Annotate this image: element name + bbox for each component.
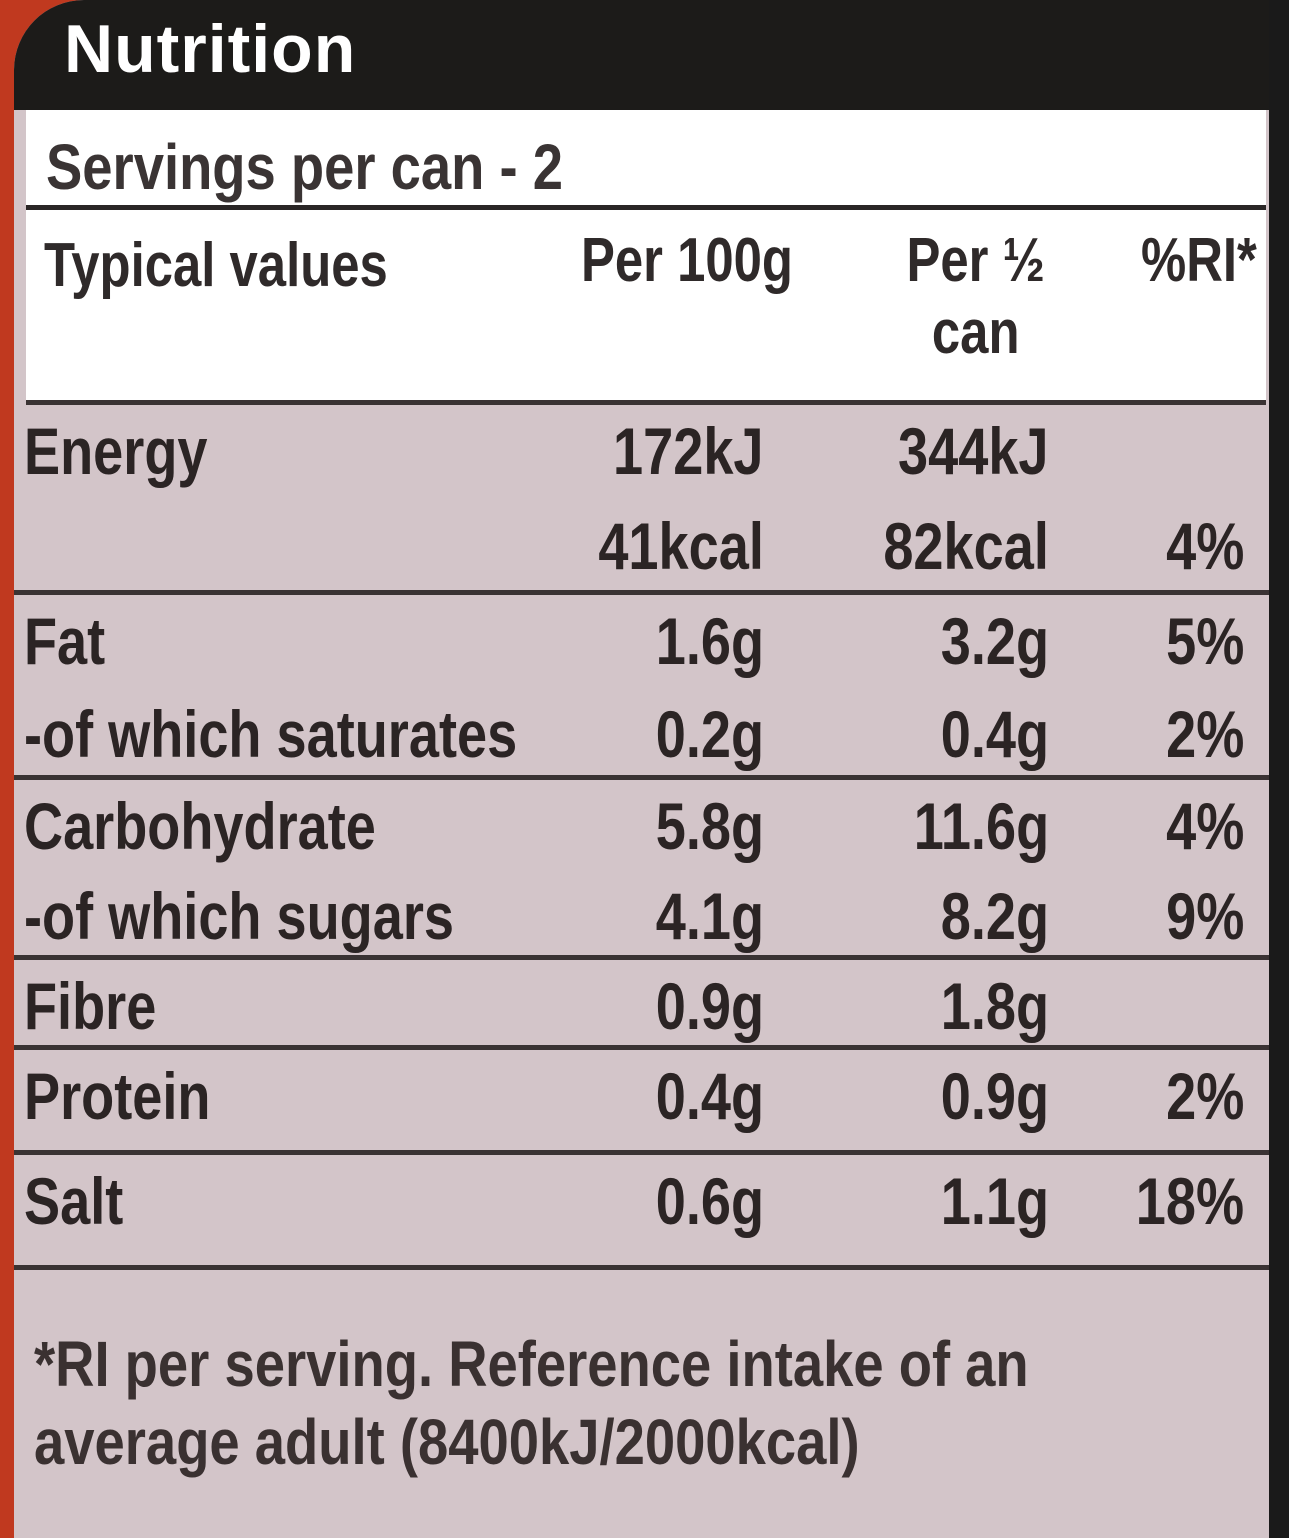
nutrient-rows: Energy 172kJ 344kJ 41kcal 82kcal 4% Fat 1.6g 3.2…: [14, 405, 1274, 1270]
value-per-half-can: 3.2g: [940, 604, 1049, 678]
nutrient-line: Fibre 0.9g 1.8g: [14, 960, 1274, 1050]
value-ri: 9%: [1165, 879, 1244, 953]
col-per-half-line2: can: [931, 298, 1020, 367]
value-per-half-can: 1.8g: [940, 969, 1049, 1043]
col-per-100g: Per 100g: [581, 226, 793, 295]
nutrition-label: Nutrition Servings per can - 2 Typical v…: [14, 0, 1289, 1538]
value-per-half-can: 0.4g: [940, 696, 1049, 771]
value-per-100g: 0.9g: [655, 969, 764, 1043]
value-per-half-can: 11.6g: [913, 789, 1049, 863]
footnote: *RI per serving. Reference intake of an …: [34, 1325, 1054, 1481]
nutrient-line: Protein 0.4g 0.9g 2%: [14, 1050, 1274, 1155]
nutrient-name: Protein: [24, 1059, 211, 1133]
nutrient-line: -of which sugars 4.1g 8.2g 9%: [14, 870, 1274, 960]
nutrient-name: Salt: [24, 1164, 124, 1238]
label-title: Nutrition: [64, 11, 357, 87]
footnote-line2: average adult (8400kJ/2000kcal): [34, 1406, 860, 1478]
footnote-line1: *RI per serving. Reference intake of an: [34, 1328, 1029, 1400]
col-ri: %RI*: [1141, 226, 1257, 295]
nutrient-name: Fat: [24, 604, 106, 678]
servings-row: Servings per can - 2: [26, 110, 1266, 210]
nutrient-name: -of which saturates: [24, 696, 518, 771]
value-per-half-can: 344kJ: [898, 414, 1049, 488]
nutrient-name: -of which sugars: [24, 879, 455, 953]
nutrient-name: Energy: [24, 414, 208, 488]
col-per-half-line1: Per ½: [906, 226, 1045, 295]
value-per-half-can: 0.9g: [940, 1059, 1049, 1133]
value-per-100g: 41kcal: [598, 509, 764, 583]
col-typical-values: Typical values: [44, 231, 388, 300]
nutrient-line: 41kcal 82kcal 4%: [14, 500, 1274, 595]
nutrient-row: Energy 172kJ 344kJ 41kcal 82kcal 4%: [14, 405, 1274, 595]
value-ri: 2%: [1165, 1059, 1244, 1133]
value-per-half-can: 82kcal: [883, 509, 1049, 583]
value-per-100g: 4.1g: [655, 879, 764, 953]
servings-text: Servings per can - 2: [46, 131, 564, 203]
nutrient-row: Carbohydrate 5.8g 11.6g 4% -of which sugars 4…: [14, 780, 1274, 960]
nutrient-row: Fat 1.6g 3.2g 5% -of which saturates 0.2g 0.4g…: [14, 595, 1274, 780]
value-ri: 5%: [1165, 604, 1244, 678]
value-per-100g: 0.6g: [655, 1164, 764, 1238]
value-per-100g: 1.6g: [655, 604, 764, 678]
nutrient-line: Carbohydrate 5.8g 11.6g 4%: [14, 780, 1274, 870]
header-bar: Nutrition: [14, 0, 1289, 110]
value-ri: 4%: [1165, 789, 1244, 863]
column-header: Typical values Per 100g Per ½ can %RI*: [26, 210, 1266, 405]
value-per-100g: 172kJ: [613, 414, 764, 488]
nutrient-line: -of which saturates 0.2g 0.4g 2%: [14, 688, 1274, 781]
can-edge: [1269, 0, 1289, 1538]
value-per-100g: 0.4g: [655, 1059, 764, 1133]
value-ri: 18%: [1135, 1164, 1244, 1238]
value-per-100g: 5.8g: [655, 789, 764, 863]
value-per-half-can: 8.2g: [940, 879, 1049, 953]
nutrient-row: Protein 0.4g 0.9g 2%: [14, 1050, 1274, 1155]
nutrient-row: Fibre 0.9g 1.8g: [14, 960, 1274, 1050]
value-per-100g: 0.2g: [655, 696, 764, 771]
value-ri: 2%: [1165, 696, 1244, 771]
col-per-half-can: Per ½ can: [906, 225, 1045, 369]
value-ri: 4%: [1165, 509, 1244, 583]
nutrient-line: Salt 0.6g 1.1g 18%: [14, 1155, 1274, 1270]
nutrient-line: Fat 1.6g 3.2g 5%: [14, 595, 1274, 688]
nutrient-line: Energy 172kJ 344kJ: [14, 405, 1274, 500]
nutrient-name: Fibre: [24, 969, 157, 1043]
value-per-half-can: 1.1g: [940, 1164, 1049, 1238]
nutrient-name: Carbohydrate: [24, 789, 376, 863]
nutrient-row: Salt 0.6g 1.1g 18%: [14, 1155, 1274, 1270]
